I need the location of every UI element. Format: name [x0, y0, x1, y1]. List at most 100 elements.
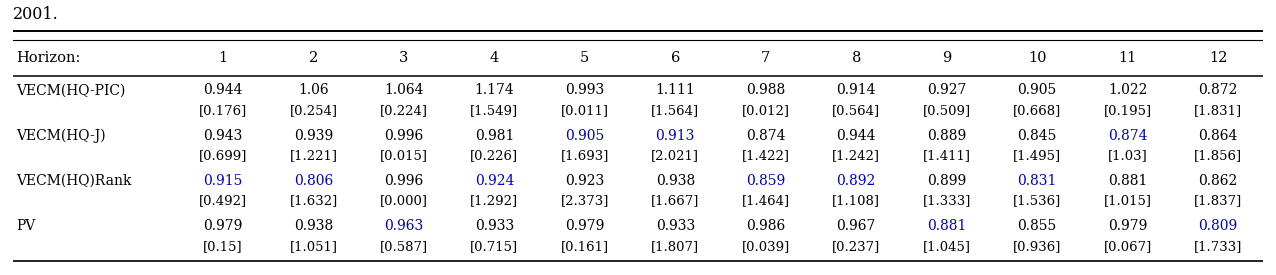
Text: 1.174: 1.174 — [475, 83, 514, 97]
Text: 11: 11 — [1119, 51, 1137, 65]
Text: 4: 4 — [490, 51, 499, 65]
Text: 0.889: 0.889 — [928, 129, 966, 143]
Text: 0.914: 0.914 — [837, 83, 875, 97]
Text: 0.899: 0.899 — [928, 174, 966, 188]
Text: 1: 1 — [218, 51, 227, 65]
Text: [1.856]: [1.856] — [1194, 149, 1242, 162]
Text: [0.699]: [0.699] — [199, 149, 248, 162]
Text: [2.021]: [2.021] — [651, 149, 699, 162]
Text: [1.837]: [1.837] — [1194, 195, 1242, 208]
Text: [1.242]: [1.242] — [832, 149, 880, 162]
Text: 0.938: 0.938 — [293, 219, 333, 233]
Text: 0.831: 0.831 — [1017, 174, 1057, 188]
Text: [0.011]: [0.011] — [561, 104, 609, 117]
Text: 0.859: 0.859 — [746, 174, 786, 188]
Text: 1.022: 1.022 — [1108, 83, 1147, 97]
Text: [0.012]: [0.012] — [741, 104, 790, 117]
Text: [1.464]: [1.464] — [741, 195, 790, 208]
Text: 8: 8 — [851, 51, 861, 65]
Text: [0.161]: [0.161] — [560, 240, 609, 253]
Text: [1.564]: [1.564] — [651, 104, 699, 117]
Text: [0.668]: [0.668] — [1013, 104, 1062, 117]
Text: 6: 6 — [671, 51, 680, 65]
Text: 0.862: 0.862 — [1198, 174, 1238, 188]
Text: [1.292]: [1.292] — [471, 195, 518, 208]
Text: 1.111: 1.111 — [656, 83, 695, 97]
Text: 0.855: 0.855 — [1017, 219, 1057, 233]
Text: [0.254]: [0.254] — [290, 104, 337, 117]
Text: [1.536]: [1.536] — [1013, 195, 1062, 208]
Text: [1.733]: [1.733] — [1194, 240, 1243, 253]
Text: [1.108]: [1.108] — [832, 195, 880, 208]
Text: [1.045]: [1.045] — [923, 240, 971, 253]
Text: 0.905: 0.905 — [565, 129, 605, 143]
Text: [1.333]: [1.333] — [923, 195, 971, 208]
Text: 0.915: 0.915 — [203, 174, 242, 188]
Text: 0.979: 0.979 — [565, 219, 605, 233]
Text: [0.226]: [0.226] — [471, 149, 518, 162]
Text: [2.373]: [2.373] — [560, 195, 609, 208]
Text: [0.015]: [0.015] — [380, 149, 427, 162]
Text: 0.938: 0.938 — [656, 174, 695, 188]
Text: 0.996: 0.996 — [384, 129, 424, 143]
Text: 0.874: 0.874 — [746, 129, 786, 143]
Text: [0.039]: [0.039] — [741, 240, 790, 253]
Text: 10: 10 — [1028, 51, 1046, 65]
Text: [0.067]: [0.067] — [1104, 240, 1152, 253]
Text: 0.993: 0.993 — [565, 83, 605, 97]
Text: [0.224]: [0.224] — [380, 104, 427, 117]
Text: 0.981: 0.981 — [475, 129, 514, 143]
Text: 0.933: 0.933 — [475, 219, 514, 233]
Text: [1.495]: [1.495] — [1013, 149, 1062, 162]
Text: VECM(HQ)Rank: VECM(HQ)Rank — [17, 174, 131, 188]
Text: 0.963: 0.963 — [384, 219, 424, 233]
Text: 9: 9 — [942, 51, 952, 65]
Text: [1.411]: [1.411] — [923, 149, 971, 162]
Text: 0.913: 0.913 — [656, 129, 695, 143]
Text: 12: 12 — [1208, 51, 1228, 65]
Text: 1.064: 1.064 — [384, 83, 424, 97]
Text: [1.632]: [1.632] — [290, 195, 338, 208]
Text: 0.988: 0.988 — [746, 83, 786, 97]
Text: 0.944: 0.944 — [837, 129, 875, 143]
Text: 0.892: 0.892 — [837, 174, 875, 188]
Text: 1.06: 1.06 — [299, 83, 329, 97]
Text: 2: 2 — [309, 51, 318, 65]
Text: 0.806: 0.806 — [293, 174, 333, 188]
Text: 0.933: 0.933 — [656, 219, 695, 233]
Text: PV: PV — [17, 219, 36, 233]
Text: VECM(HQ-J): VECM(HQ-J) — [17, 128, 106, 143]
Text: [0.195]: [0.195] — [1104, 104, 1152, 117]
Text: VECM(HQ-PIC): VECM(HQ-PIC) — [17, 83, 126, 97]
Text: 0.872: 0.872 — [1198, 83, 1238, 97]
Text: [1.03]: [1.03] — [1108, 149, 1147, 162]
Text: [1.667]: [1.667] — [651, 195, 699, 208]
Text: [0.176]: [0.176] — [199, 104, 248, 117]
Text: [1.015]: [1.015] — [1104, 195, 1151, 208]
Text: [1.807]: [1.807] — [651, 240, 699, 253]
Text: 0.864: 0.864 — [1198, 129, 1238, 143]
Text: 0.874: 0.874 — [1108, 129, 1147, 143]
Text: [1.221]: [1.221] — [290, 149, 337, 162]
Text: [0.936]: [0.936] — [1013, 240, 1062, 253]
Text: 5: 5 — [581, 51, 590, 65]
Text: 0.939: 0.939 — [293, 129, 333, 143]
Text: [0.509]: [0.509] — [923, 104, 971, 117]
Text: 0.967: 0.967 — [837, 219, 875, 233]
Text: [1.422]: [1.422] — [741, 149, 790, 162]
Text: [0.000]: [0.000] — [380, 195, 427, 208]
Text: [1.549]: [1.549] — [471, 104, 518, 117]
Text: [1.831]: [1.831] — [1194, 104, 1242, 117]
Text: 0.924: 0.924 — [475, 174, 514, 188]
Text: [0.564]: [0.564] — [832, 104, 880, 117]
Text: [1.693]: [1.693] — [560, 149, 609, 162]
Text: 0.845: 0.845 — [1017, 129, 1057, 143]
Text: [1.051]: [1.051] — [290, 240, 337, 253]
Text: 0.944: 0.944 — [203, 83, 242, 97]
Text: [0.15]: [0.15] — [203, 240, 242, 253]
Text: 0.986: 0.986 — [746, 219, 786, 233]
Text: 0.923: 0.923 — [565, 174, 605, 188]
Text: 0.996: 0.996 — [384, 174, 424, 188]
Text: [0.587]: [0.587] — [380, 240, 427, 253]
Text: 0.905: 0.905 — [1017, 83, 1057, 97]
